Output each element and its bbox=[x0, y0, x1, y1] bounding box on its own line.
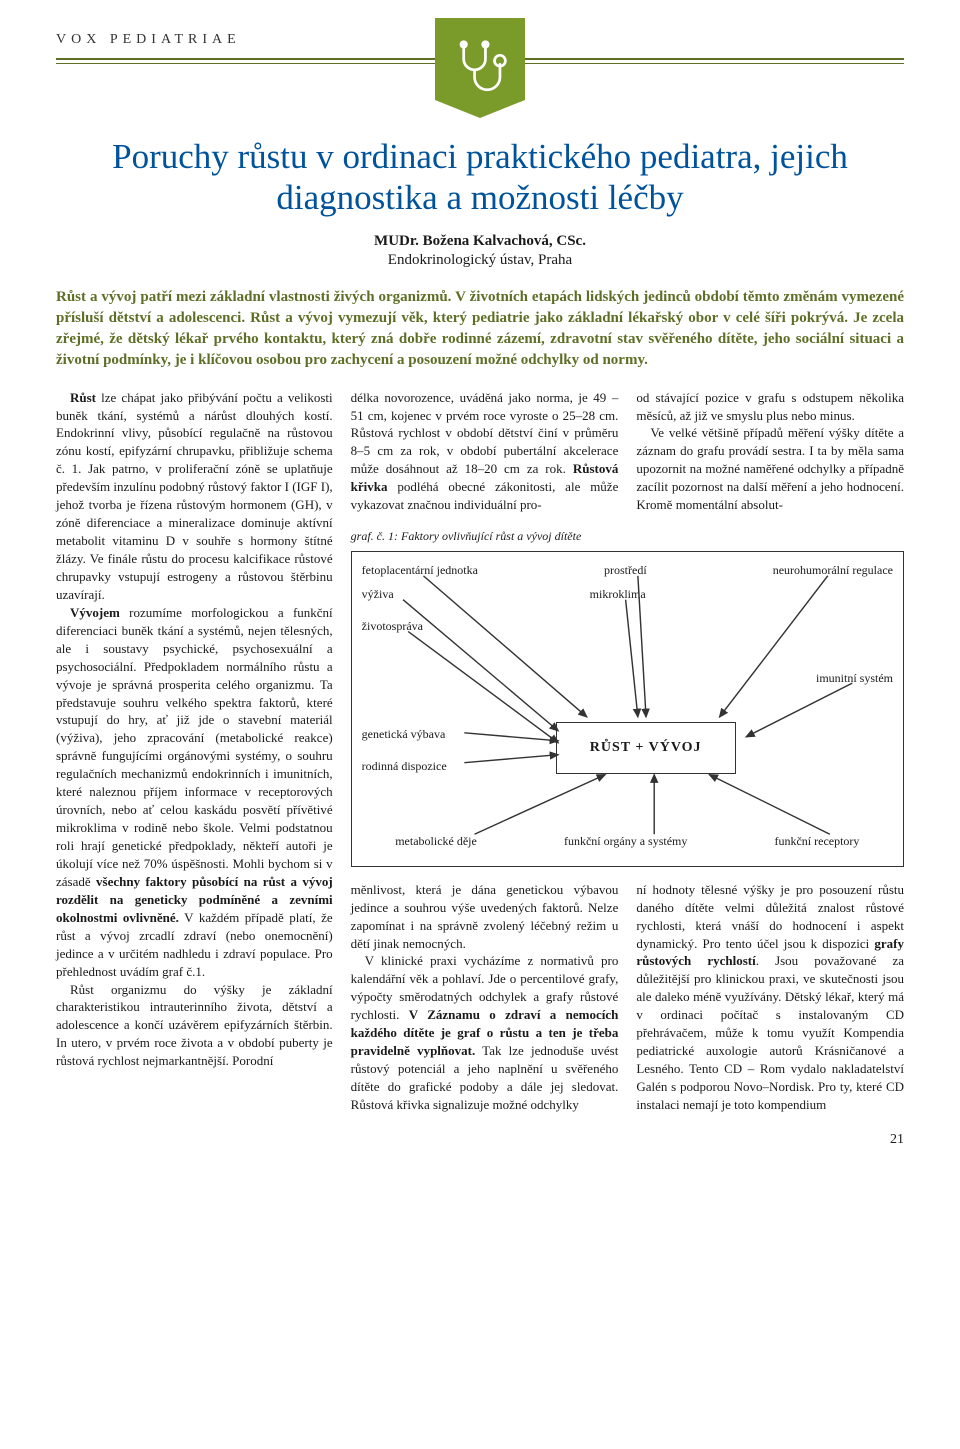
columns-2-3-wrap: délka novorozence, uváděná jako norma, j… bbox=[351, 389, 904, 1114]
col2-top-b: podléhá obecné zákonitosti, ale může vyk… bbox=[351, 479, 619, 512]
affiliation: Endokrinologický ústav, Praha bbox=[56, 252, 904, 269]
col3-bot-p: ní hodnoty tělesné výšky je pro posouzen… bbox=[636, 881, 904, 1114]
body-columns: Růst lze chápat jako přibývání počtu a v… bbox=[56, 389, 904, 1114]
author: MUDr. Božena Kalvachová, CSc. bbox=[56, 233, 904, 250]
col1-p2-lead: Vývojem bbox=[70, 605, 120, 620]
column-3-bottom: ní hodnoty tělesné výšky je pro posouzen… bbox=[636, 881, 904, 1114]
figure-caption: graf. č. 1: Faktory ovlivňující růst a v… bbox=[351, 528, 904, 545]
col23-top-row: délka novorozence, uváděná jako norma, j… bbox=[351, 389, 904, 515]
col3-bot-b: . Jsou považované za důležitější pro kli… bbox=[636, 953, 904, 1112]
page-number: 21 bbox=[890, 1132, 904, 1148]
logo-badge bbox=[435, 18, 525, 118]
col1-p2: Vývojem rozumíme morfologickou a funkční… bbox=[56, 604, 333, 981]
col23-bottom-row: měnlivost, která je dána genetickou výba… bbox=[351, 881, 904, 1114]
column-1: Růst lze chápat jako přibývání počtu a v… bbox=[56, 389, 333, 1114]
col1-p3: Růst organizmu do výšky je základní char… bbox=[56, 981, 333, 1071]
diagram-arrows bbox=[352, 552, 903, 866]
col1-p1-body: lze chápat jako přibývání počtu a veliko… bbox=[56, 390, 333, 602]
growth-factors-diagram: fetoplacentární jednotka prostředí neuro… bbox=[351, 551, 904, 867]
article-title: Poruchy růstu v ordinaci praktického ped… bbox=[56, 136, 904, 219]
col2-top-p: délka novorozence, uváděná jako norma, j… bbox=[351, 389, 619, 515]
column-2-top: délka novorozence, uváděná jako norma, j… bbox=[351, 389, 619, 515]
page: VOX PEDIATRIAE Poruchy růstu v ordinaci … bbox=[0, 0, 960, 1162]
diagram-bottom-row: metabolické děje funkční orgány a systém… bbox=[352, 833, 903, 850]
diag-metab: metabolické děje bbox=[395, 833, 477, 850]
col3-top-p1: od stávající pozice v grafu s odstupem n… bbox=[636, 389, 904, 425]
col1-p2a: rozumíme morfologickou a funkční diferen… bbox=[56, 605, 333, 889]
col1-p1-lead: Růst bbox=[70, 390, 96, 405]
col2-bot-p2: V klinické praxi vycházíme z normativů p… bbox=[351, 952, 619, 1113]
col3-bot-a: ní hodnoty tělesné výšky je pro posouzen… bbox=[636, 882, 904, 951]
diag-funk-org: funkční orgány a systémy bbox=[564, 833, 687, 850]
page-header: VOX PEDIATRIAE bbox=[56, 18, 904, 126]
col3-top-p2: Ve velké většině případů měření výšky dí… bbox=[636, 424, 904, 514]
abstract: Růst a vývoj patří mezi základní vlastno… bbox=[56, 287, 904, 371]
col1-p1: Růst lze chápat jako přibývání počtu a v… bbox=[56, 389, 333, 604]
col2-bot-p1: měnlivost, která je dána genetickou výba… bbox=[351, 881, 619, 953]
diag-funk-rec: funkční receptory bbox=[774, 833, 859, 850]
column-2-bottom: měnlivost, která je dána genetickou výba… bbox=[351, 881, 619, 1114]
column-3-top: od stávající pozice v grafu s odstupem n… bbox=[636, 389, 904, 515]
stethoscope-icon bbox=[451, 39, 509, 97]
journal-name: VOX PEDIATRIAE bbox=[56, 32, 241, 48]
